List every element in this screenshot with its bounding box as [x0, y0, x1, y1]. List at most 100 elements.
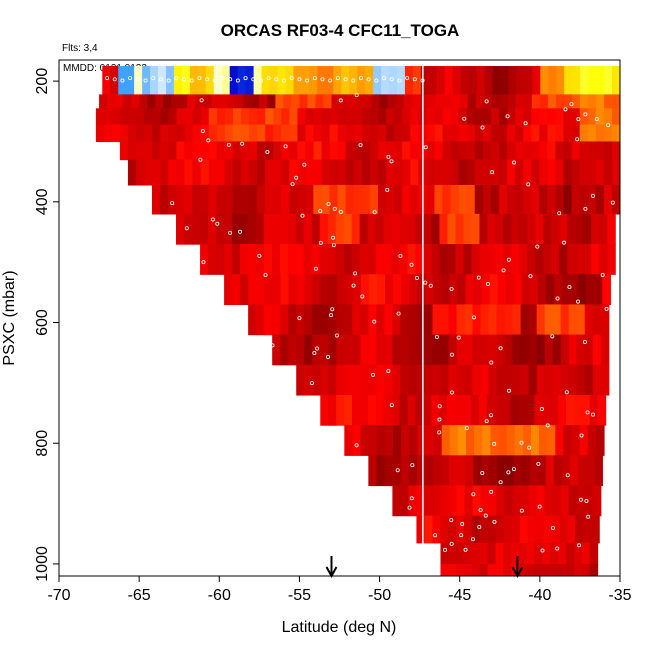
heatmap-cell	[408, 304, 418, 336]
heatmap-cell	[392, 455, 402, 487]
heatmap-cell	[466, 141, 476, 161]
heatmap-cell	[240, 184, 250, 215]
heatmap-cell	[402, 184, 411, 215]
sample-point	[545, 423, 550, 428]
sample-point	[576, 117, 581, 122]
heatmap-cell	[379, 94, 389, 109]
heatmap-cell	[248, 159, 258, 186]
heatmap-cell	[579, 108, 589, 126]
heatmap-cell	[498, 425, 508, 456]
heatmap-cell	[456, 563, 465, 576]
heatmap-cell	[587, 184, 597, 215]
heatmap-cell	[376, 455, 386, 487]
heatmap-cell	[424, 304, 434, 336]
heatmap-cell	[363, 94, 373, 109]
sample-point	[471, 492, 476, 497]
heatmap-cell	[591, 213, 600, 245]
sample-point	[540, 548, 545, 553]
heatmap-cell	[408, 364, 418, 396]
heatmap-cell	[400, 304, 410, 336]
y-tick-label: 1000	[34, 546, 51, 582]
heatmap-cell	[579, 94, 589, 109]
heatmap-cells	[95, 66, 620, 576]
heatmap-cell	[440, 455, 450, 487]
sample-point	[274, 77, 279, 82]
heatmap-cell	[200, 141, 210, 161]
heatmap-cell	[377, 184, 387, 215]
heatmap-cell	[263, 213, 273, 245]
heatmap-cell	[568, 334, 578, 366]
heatmap-cell	[271, 213, 281, 245]
heatmap-cell	[423, 213, 433, 245]
heatmap-cell	[248, 304, 257, 336]
heatmap-cell	[386, 124, 395, 143]
heatmap-cell	[584, 485, 594, 517]
heatmap-cell	[352, 334, 361, 366]
heatmap-cell	[265, 141, 274, 161]
heatmap-cell	[458, 124, 468, 143]
heatmap-cell	[599, 244, 608, 275]
sample-point	[228, 230, 233, 235]
heatmap-cell	[168, 108, 178, 126]
heatmap-cell	[506, 425, 516, 456]
heatmap-cell	[527, 244, 536, 275]
heatmap-cell	[481, 455, 490, 487]
heatmap-cell	[479, 515, 489, 544]
heatmap-cell	[432, 485, 442, 517]
heatmap-cell	[531, 141, 540, 161]
heatmap-cell	[466, 124, 476, 143]
heatmap-cell	[261, 66, 271, 95]
heatmap-cell	[394, 184, 403, 215]
heatmap-cell	[353, 124, 363, 143]
heatmap-cell	[305, 124, 315, 143]
sample-point	[201, 260, 206, 265]
heatmap-cell	[457, 425, 467, 456]
heatmap-cell	[240, 141, 250, 161]
heatmap-cell	[523, 124, 532, 143]
heatmap-cell	[544, 364, 554, 396]
heatmap-cell	[150, 66, 159, 95]
heatmap-cell	[507, 108, 516, 126]
heatmap-cell	[488, 364, 498, 396]
heatmap-cell	[256, 304, 265, 336]
heatmap-cell	[337, 159, 347, 186]
heatmap-cell	[181, 66, 191, 95]
heatmap-cell	[583, 213, 592, 245]
heatmap-cell	[293, 66, 303, 95]
heatmap-cell	[351, 213, 361, 245]
sample-point	[563, 107, 568, 112]
sample-point	[490, 170, 495, 175]
heatmap-cell	[481, 274, 491, 306]
heatmap-cell	[409, 274, 418, 306]
heatmap-cell	[547, 425, 556, 456]
sample-point	[397, 78, 402, 83]
heatmap-cell	[504, 364, 514, 396]
sample-point	[170, 201, 175, 206]
heatmap-cell	[423, 244, 433, 275]
heatmap-cell	[439, 213, 449, 245]
sample-point	[313, 266, 318, 271]
heatmap-cell	[160, 159, 169, 186]
heatmap-cell	[564, 66, 573, 95]
heatmap-cell	[251, 94, 260, 109]
sample-point	[591, 412, 596, 417]
heatmap-cell	[566, 563, 575, 576]
heatmap-cell	[500, 66, 510, 95]
heatmap-cell	[208, 108, 218, 126]
heatmap-cell	[273, 108, 282, 126]
sample-point	[266, 76, 271, 81]
heatmap-cell	[410, 108, 420, 126]
heatmap-cell	[328, 394, 337, 426]
heatmap-cell	[482, 108, 492, 126]
heatmap-cell	[519, 244, 528, 275]
heatmap-cell	[393, 274, 402, 306]
heatmap-cell	[466, 108, 476, 126]
sample-point	[407, 505, 412, 510]
heatmap-cell	[547, 94, 557, 109]
x-axis: -70 -65 -60 -55 -50 -45 -40 -35	[47, 576, 632, 604]
heatmap-cell	[184, 184, 193, 215]
sample-point	[410, 463, 415, 468]
heatmap-cell	[273, 184, 282, 215]
heatmap-cell	[391, 394, 401, 426]
heatmap-cell	[558, 542, 567, 565]
